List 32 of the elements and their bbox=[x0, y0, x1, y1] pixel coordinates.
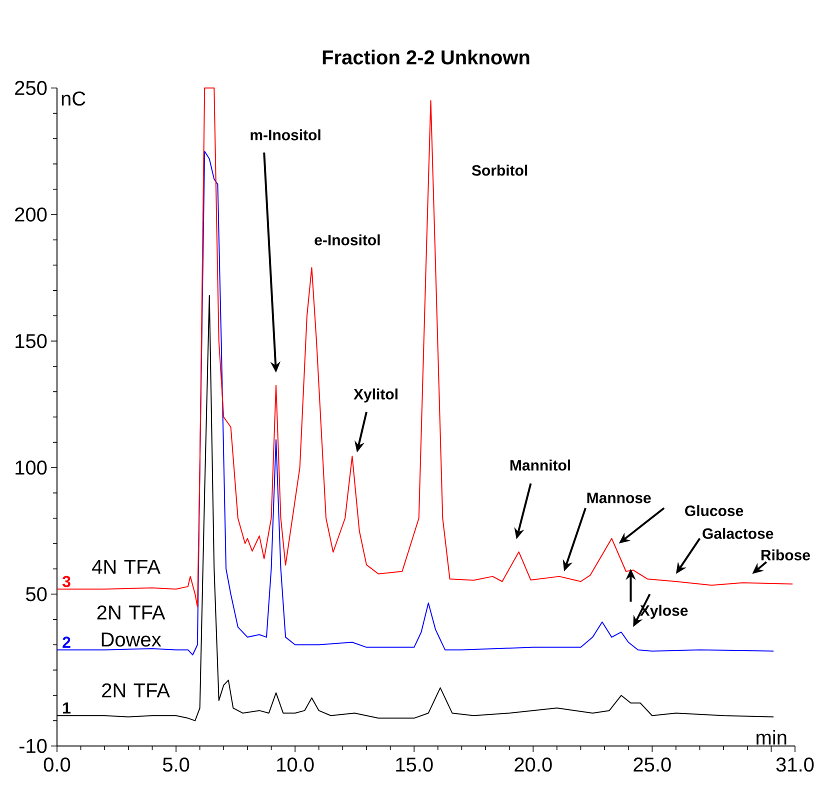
annotation: Sorbitol bbox=[472, 164, 528, 176]
annotation: Galactose bbox=[702, 528, 774, 539]
y-tick-label: -10 bbox=[19, 738, 47, 754]
x-tick-label: 10.0 bbox=[277, 758, 314, 772]
annotation: 3 bbox=[62, 576, 70, 588]
y-tick-label: 250 bbox=[15, 80, 47, 96]
x-tick-label: 31.0 bbox=[776, 758, 814, 772]
y-tick-label: 200 bbox=[15, 207, 47, 222]
annotation: e-Inositol bbox=[314, 234, 380, 246]
x-tick-label: 0.0 bbox=[44, 758, 70, 772]
y-tick-label: 100 bbox=[16, 460, 47, 475]
annotation: Xylitol bbox=[354, 388, 398, 402]
series-label: 4N TFA bbox=[92, 560, 160, 574]
series-label: 2N TFA bbox=[102, 683, 170, 698]
y-tick-label: 50 bbox=[26, 587, 47, 602]
annotation: Ribose bbox=[761, 549, 810, 560]
x-tick-label: 20.0 bbox=[514, 758, 552, 772]
y-axis-title: nC bbox=[62, 92, 86, 106]
annotation: Xylose bbox=[640, 604, 688, 619]
annotation: Mannose bbox=[587, 492, 651, 504]
x-tick-label: 15.0 bbox=[396, 758, 433, 772]
x-tick-label: 5.0 bbox=[162, 758, 190, 772]
series-label: 2N TFA Dowex bbox=[97, 605, 166, 647]
chart-title: Fraction 2-2 Unknown bbox=[322, 50, 530, 64]
annotation: m-Inositol bbox=[250, 129, 320, 140]
annotation: 2 bbox=[62, 636, 70, 648]
y-tick-label: 150 bbox=[16, 334, 47, 348]
annotation: 1 bbox=[63, 702, 71, 714]
x-tick-label: 25.0 bbox=[634, 758, 671, 772]
annotation: Glucose bbox=[685, 505, 744, 516]
annotation: Mannitol bbox=[510, 460, 570, 471]
x-axis-title: min bbox=[756, 730, 786, 744]
